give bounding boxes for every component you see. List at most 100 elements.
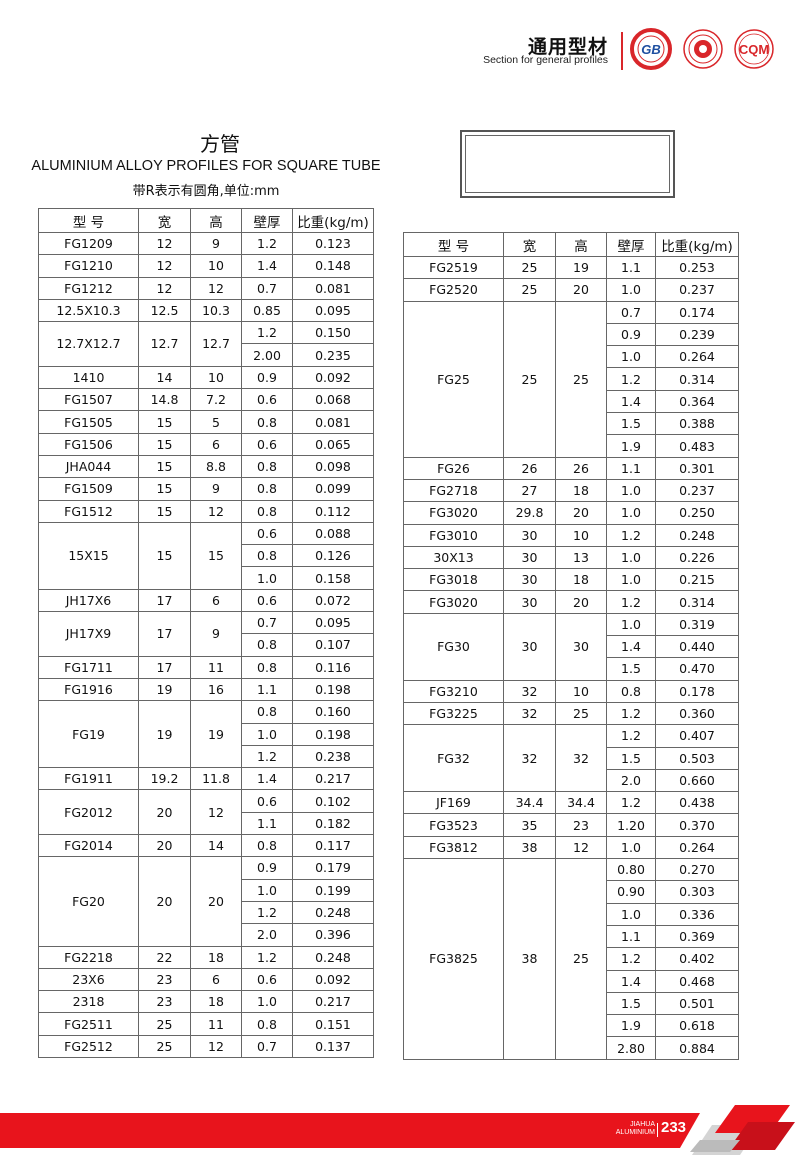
svg-text:GB: GB bbox=[641, 42, 661, 57]
section-subtitle: Section for general profiles bbox=[483, 54, 608, 66]
table-row: 1.4 0.364 bbox=[404, 389, 739, 414]
wall-thickness-cell: 1.5 bbox=[606, 746, 656, 770]
column-header-wall-thickness: 壁厚 bbox=[241, 208, 293, 233]
width-cell: 38 bbox=[503, 858, 556, 1060]
height-cell: 10 bbox=[555, 523, 607, 547]
wall-thickness-cell: 0.6 bbox=[241, 521, 293, 546]
wall-thickness-cell: 1.4 bbox=[606, 635, 656, 659]
table-row: 1.2 0.402 bbox=[404, 947, 739, 971]
header-divider bbox=[621, 32, 623, 70]
table-row: 1410 14 10 0.9 0.092 bbox=[38, 365, 374, 390]
model-cell: FG3018 bbox=[403, 568, 504, 592]
table-row: FG1507 14.8 7.2 0.6 0.068 bbox=[38, 388, 374, 412]
wall-thickness-cell: 1.1 bbox=[606, 456, 656, 480]
model-cell: FG3210 bbox=[403, 679, 504, 703]
weight-cell: 0.303 bbox=[655, 880, 739, 904]
model-cell: FG2511 bbox=[38, 1012, 139, 1036]
table-row: FG2520 25 20 1.0 0.237 bbox=[403, 278, 739, 302]
weight-cell: 0.148 bbox=[292, 254, 374, 278]
table-row: FG1505 15 5 0.8 0.081 bbox=[38, 410, 374, 434]
column-header-weight: 比重(kg/m) bbox=[292, 208, 374, 233]
width-cell: 23 bbox=[138, 990, 191, 1014]
table-row: FG3010 30 10 1.2 0.248 bbox=[403, 523, 739, 547]
weight-cell: 0.370 bbox=[655, 813, 739, 837]
width-cell: 32 bbox=[503, 679, 556, 703]
width-cell: 30 bbox=[503, 523, 556, 547]
weight-cell: 0.248 bbox=[292, 945, 374, 969]
model-cell: FG25 bbox=[403, 300, 504, 458]
table-row: FG3523 35 23 1.20 0.370 bbox=[403, 813, 739, 837]
weight-cell: 0.178 bbox=[655, 679, 739, 703]
weight-cell: 0.099 bbox=[292, 477, 374, 501]
model-cell: FG3825 bbox=[403, 858, 504, 1060]
height-cell: 5 bbox=[190, 410, 242, 434]
model-cell: FG1507 bbox=[38, 388, 139, 412]
weight-cell: 0.239 bbox=[655, 322, 739, 347]
weight-cell: 0.884 bbox=[655, 1036, 739, 1060]
weight-cell: 0.102 bbox=[292, 789, 374, 813]
table-row: FG3825 38 25 0.80 0.270 bbox=[403, 858, 739, 1060]
weight-cell: 0.314 bbox=[655, 590, 739, 614]
model-cell: FG2218 bbox=[38, 945, 139, 969]
model-cell: 1410 bbox=[38, 365, 139, 390]
table-row: 1.0 0.264 bbox=[404, 345, 739, 369]
width-cell: 29.8 bbox=[503, 501, 556, 525]
footer-banner bbox=[0, 1105, 795, 1155]
model-cell: FG1911 bbox=[38, 767, 139, 791]
page-title-en: ALUMINIUM ALLOY PROFILES FOR SQUARE TUBE bbox=[31, 158, 381, 174]
wall-thickness-cell: 1.0 bbox=[606, 902, 656, 926]
model-cell: 23X6 bbox=[38, 967, 139, 992]
table-row: 1.5 0.501 bbox=[404, 991, 739, 1016]
weight-cell: 0.237 bbox=[655, 278, 739, 302]
table-row: 1.0 0.336 bbox=[404, 902, 739, 926]
table-row: FG19 19 19 0.8 0.160 bbox=[38, 700, 374, 769]
weight-cell: 0.369 bbox=[655, 924, 739, 949]
certification-seal-logo bbox=[683, 29, 723, 69]
height-cell: 25 bbox=[555, 858, 607, 1060]
page-number: 233 bbox=[661, 1119, 687, 1136]
weight-cell: 0.217 bbox=[292, 990, 374, 1014]
wall-thickness-cell: 1.5 bbox=[606, 991, 656, 1016]
left-profile-table: 型 号宽高壁厚 比重(kg/m) FG1209 12 9 1.2 0.123 FG1210 1… bbox=[38, 208, 374, 1058]
table-row: FG1512 15 12 0.8 0.112 bbox=[38, 499, 374, 523]
wall-thickness-cell: 0.6 bbox=[241, 388, 293, 412]
weight-cell: 0.092 bbox=[292, 967, 374, 992]
height-cell: 18 bbox=[555, 478, 607, 503]
model-cell: 30X13 bbox=[403, 545, 504, 570]
table-row: FG2014 20 14 0.8 0.117 bbox=[38, 834, 374, 858]
width-cell: 34.4 bbox=[503, 791, 556, 815]
model-cell: FG1210 bbox=[38, 254, 139, 278]
model-cell: FG3020 bbox=[403, 501, 504, 525]
wall-thickness-cell: 1.2 bbox=[241, 321, 293, 345]
table-row: JH17X6 17 6 0.6 0.072 bbox=[38, 588, 374, 613]
table-row: FG3020 29.8 20 1.0 0.250 bbox=[403, 501, 739, 525]
wall-thickness-cell: 1.9 bbox=[606, 1014, 656, 1038]
height-cell: 7.2 bbox=[190, 388, 242, 412]
wall-thickness-cell: 0.7 bbox=[241, 1034, 293, 1058]
width-cell: 27 bbox=[503, 478, 556, 503]
table-row: 0.8 0.107 bbox=[39, 633, 374, 657]
weight-cell: 0.151 bbox=[292, 1012, 374, 1036]
table-row: FG3210 32 10 0.8 0.178 bbox=[403, 679, 739, 703]
height-cell: 12 bbox=[190, 276, 242, 300]
width-cell: 25 bbox=[503, 255, 556, 280]
table-row: 2.0 0.660 bbox=[404, 768, 739, 793]
height-cell: 9 bbox=[190, 231, 242, 256]
weight-cell: 0.198 bbox=[292, 677, 374, 702]
wall-thickness-cell: 2.00 bbox=[241, 343, 293, 367]
model-cell: FG1212 bbox=[38, 276, 139, 300]
height-cell: 16 bbox=[190, 677, 242, 702]
wall-thickness-cell: 0.6 bbox=[241, 789, 293, 813]
model-cell: FG1505 bbox=[38, 410, 139, 434]
page-title-cn: 方管 bbox=[200, 132, 240, 156]
table-row: 1.0 0.198 bbox=[39, 722, 374, 746]
weight-cell: 0.270 bbox=[655, 858, 739, 882]
height-cell: 30 bbox=[555, 612, 607, 681]
width-cell: 35 bbox=[503, 813, 556, 837]
table-row: 15X15 15 15 0.6 0.088 bbox=[38, 521, 374, 590]
wall-thickness-cell: 1.0 bbox=[606, 612, 656, 637]
weight-cell: 0.126 bbox=[292, 544, 374, 568]
weight-cell: 0.182 bbox=[292, 811, 374, 836]
width-cell: 30 bbox=[503, 612, 556, 681]
table-row: FG3018 30 18 1.0 0.215 bbox=[403, 568, 739, 592]
